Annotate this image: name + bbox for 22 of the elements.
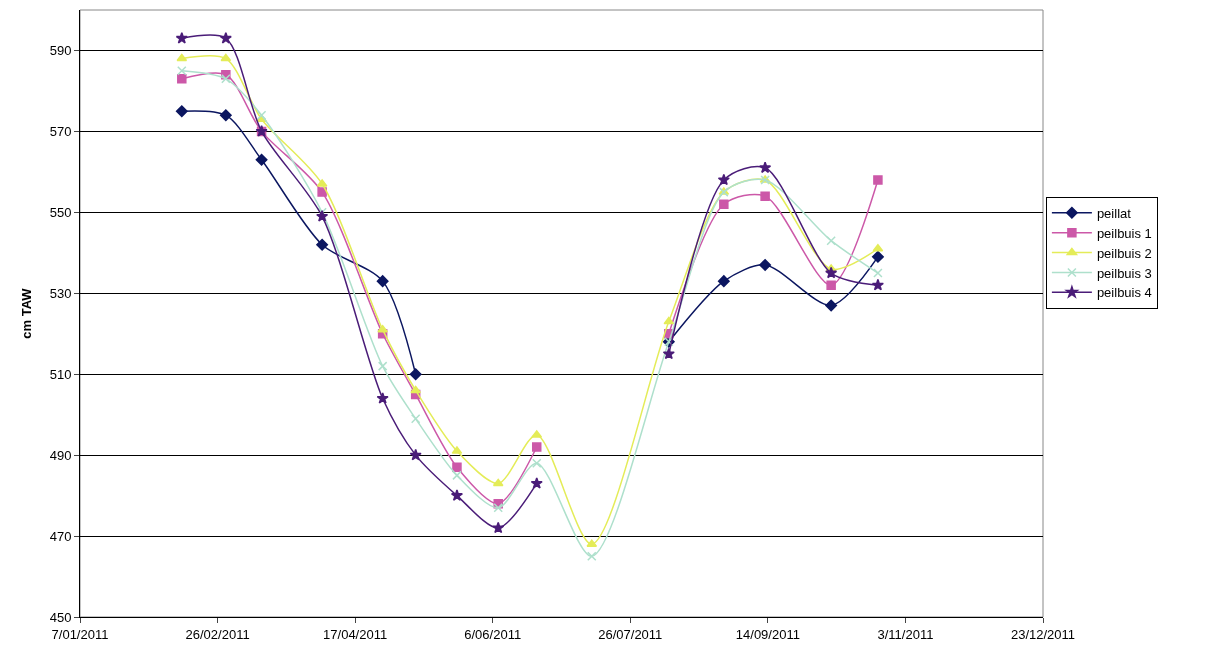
x-tick-label: 3/11/2011 xyxy=(877,626,934,642)
legend-label: peillat xyxy=(1096,205,1132,221)
y-tick-label: 470 xyxy=(49,528,72,544)
y-tick-label: 450 xyxy=(49,609,72,625)
y-axis-title: cm TAW xyxy=(18,287,34,339)
legend-label: peilbuis 1 xyxy=(1096,225,1152,241)
x-tick-label: 26/02/2011 xyxy=(185,626,250,642)
legend-label: peilbuis 3 xyxy=(1096,265,1152,281)
x-tick-label: 17/04/2011 xyxy=(323,626,388,642)
y-tick-label: 570 xyxy=(49,123,72,139)
y-tick-label: 550 xyxy=(49,204,72,220)
y-tick-label: 490 xyxy=(49,447,72,463)
legend-label: peilbuis 4 xyxy=(1096,285,1152,301)
x-tick-label: 14/09/2011 xyxy=(735,626,800,642)
x-tick-label: 6/06/2011 xyxy=(464,626,522,642)
legend-label: peilbuis 2 xyxy=(1096,245,1152,261)
x-tick-label: 23/12/2011 xyxy=(1010,626,1076,642)
x-tick-label: 7/01/2011 xyxy=(51,626,109,642)
x-tick-label: 26/07/2011 xyxy=(598,626,663,642)
y-tick-label: 510 xyxy=(49,366,72,382)
y-tick-label: 530 xyxy=(49,285,72,301)
y-tick-label: 590 xyxy=(49,43,72,59)
